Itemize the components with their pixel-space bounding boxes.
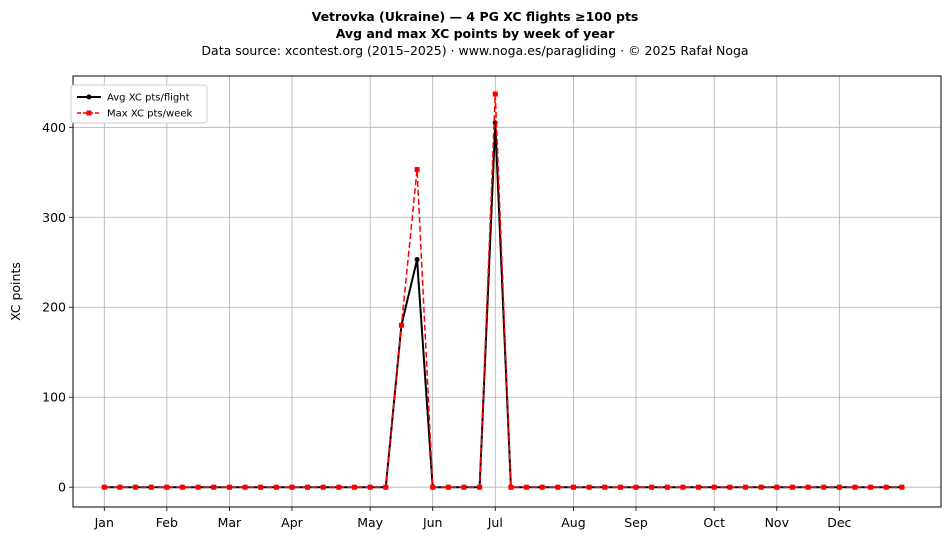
legend-box: [70, 84, 208, 124]
data-point: [414, 167, 420, 173]
y-tick-label: 0: [58, 480, 66, 495]
legend-marker: [86, 94, 92, 100]
series-lines: [101, 91, 905, 490]
legend-label: Avg XC pts/flight: [107, 93, 190, 104]
data-point: [727, 484, 733, 490]
chart-titles: Vetrovka (Ukraine) — 4 PG XC flights ≥10…: [0, 8, 950, 59]
data-point: [539, 484, 545, 490]
data-point: [586, 484, 592, 490]
axes: 0 100 200 300 400 Jan Feb Mar Apr May Jun Jul Aug Sep…: [42, 120, 851, 530]
data-point: [383, 484, 389, 490]
data-point: [492, 91, 498, 97]
data-point: [821, 484, 827, 490]
data-point: [226, 484, 232, 490]
data-point: [602, 484, 608, 490]
data-point: [258, 484, 264, 490]
data-point: [164, 484, 170, 490]
data-point: [352, 484, 358, 490]
x-tick-label: Jan: [94, 515, 114, 530]
data-point: [117, 484, 123, 490]
data-point: [336, 484, 342, 490]
data-point: [524, 484, 530, 490]
data-point: [789, 484, 795, 490]
data-point: [430, 484, 436, 490]
y-tick-label: 200: [42, 300, 66, 315]
data-point: [148, 484, 154, 490]
data-point: [664, 484, 670, 490]
y-tick-label: 100: [42, 390, 66, 405]
x-tick-label: Mar: [218, 515, 242, 530]
data-point: [101, 484, 107, 490]
x-tick-label: Nov: [765, 515, 790, 530]
series-max: [101, 91, 905, 490]
x-tick-label: Apr: [281, 515, 303, 530]
data-point: [883, 484, 889, 490]
legend: Avg XC pts/flight Max XC pts/week: [70, 84, 208, 124]
data-point: [633, 484, 639, 490]
data-point: [774, 484, 780, 490]
data-point: [696, 484, 702, 490]
data-point: [836, 484, 842, 490]
chart-subtitle: Avg and max XC points by week of year: [335, 26, 615, 41]
grid-lines: [73, 76, 941, 507]
x-tick-label: Jun: [422, 515, 443, 530]
data-point: [758, 484, 764, 490]
x-tick-label: Oct: [703, 515, 725, 530]
x-tick-label: Aug: [561, 515, 585, 530]
data-point: [195, 484, 201, 490]
data-point: [273, 484, 279, 490]
x-tick-label: Jul: [487, 515, 503, 530]
data-point: [570, 484, 576, 490]
data-point: [508, 484, 514, 490]
data-point: [445, 484, 451, 490]
data-point: [477, 484, 483, 490]
data-point: [179, 484, 185, 490]
data-point: [852, 484, 858, 490]
data-point: [305, 484, 311, 490]
chart-title: Vetrovka (Ukraine) — 4 PG XC flights ≥10…: [311, 9, 639, 24]
legend-marker: [86, 110, 92, 116]
data-point: [133, 484, 139, 490]
plot-frame: [72, 75, 942, 508]
series-line: [104, 93, 902, 488]
data-point: [805, 484, 811, 490]
data-point: [649, 484, 655, 490]
data-point: [899, 484, 905, 490]
y-tick-label: 400: [42, 120, 66, 135]
data-point: [367, 484, 373, 490]
x-tick-label: May: [357, 515, 383, 530]
data-point: [743, 484, 749, 490]
data-point: [711, 484, 717, 490]
data-point: [868, 484, 874, 490]
data-point: [461, 484, 467, 490]
data-point: [398, 322, 404, 328]
y-axis-label: XC points: [8, 262, 23, 321]
chart-source-line: Data source: xcontest.org (2015–2025) · …: [201, 43, 749, 58]
y-tick-label: 300: [42, 210, 66, 225]
data-point: [242, 484, 248, 490]
data-point: [555, 484, 561, 490]
data-point: [211, 484, 217, 490]
data-point: [320, 484, 326, 490]
x-tick-label: Feb: [156, 515, 178, 530]
x-tick-label: Sep: [624, 515, 648, 530]
x-tick-label: Dec: [827, 515, 851, 530]
legend-label: Max XC pts/week: [107, 109, 192, 120]
data-point: [414, 257, 420, 263]
data-point: [289, 484, 295, 490]
data-point: [617, 484, 623, 490]
data-point: [680, 484, 686, 490]
